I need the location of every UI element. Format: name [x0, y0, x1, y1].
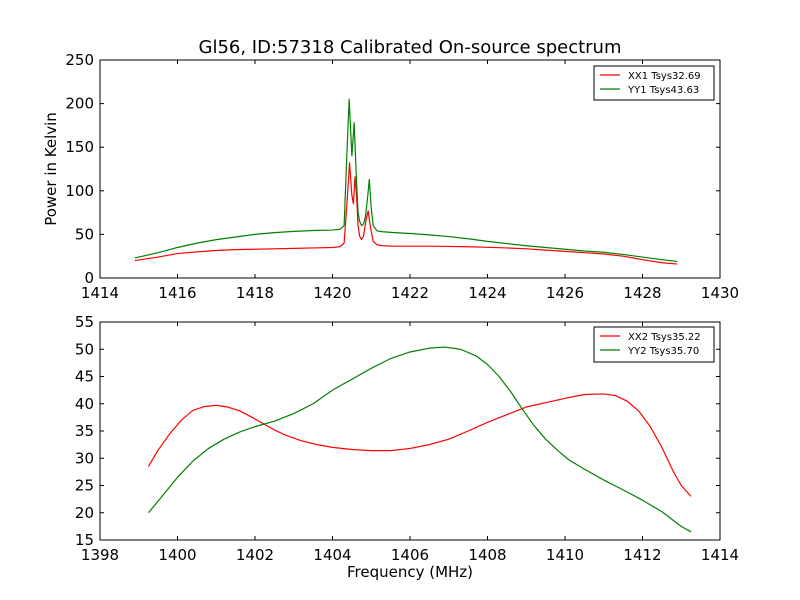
x-tick-label: 1430: [701, 284, 739, 302]
x-tick-label: 1408: [468, 546, 506, 564]
y-tick-label: 200: [65, 95, 94, 113]
x-tick-label: 1414: [81, 284, 119, 302]
x-tick-label: 1410: [546, 546, 584, 564]
series-line-xx2: [147, 393, 692, 497]
y-tick-label: 25: [75, 477, 94, 495]
legend-box: [593, 65, 715, 101]
legend: XX1 Tsys32.69 YY1 Tsys43.63: [593, 65, 715, 101]
chart-title: Gl56, ID:57318 Calibrated On-source spec…: [199, 37, 622, 58]
y-tick-label: 20: [75, 504, 94, 522]
legend-label: XX1 Tsys32.69: [628, 71, 701, 82]
x-tick-label: 1414: [701, 546, 739, 564]
y-tick-label: 150: [65, 138, 94, 156]
x-tick-label: 1406: [391, 546, 429, 564]
x-tick-label: 1404: [313, 546, 351, 564]
y-tick-label: 50: [75, 340, 94, 358]
x-tick-label: 1424: [468, 284, 506, 302]
y-tick-label: 35: [75, 422, 94, 440]
bottom-plot: 1398 1400 1402 1404 1406 1408 1410 1412 1414 15 20…: [75, 313, 739, 581]
y-tick-label: 40: [75, 395, 94, 413]
y-tick-label: 100: [65, 182, 94, 200]
x-tick-label: 1422: [391, 284, 429, 302]
y-tick-label: 250: [65, 51, 94, 69]
y-tick-label: 45: [75, 368, 94, 386]
legend-box: [593, 326, 715, 363]
x-tick-label: 1400: [158, 546, 196, 564]
x-tick-label: 1418: [236, 284, 274, 302]
legend-label: YY2 Tsys35.70: [627, 346, 699, 357]
legend-label: XX2 Tsys35.22: [628, 332, 701, 343]
x-tick-label: 1398: [81, 546, 119, 564]
y-tick-label: 0: [84, 269, 94, 287]
y-tick-label: 50: [75, 225, 94, 243]
y-tick-label: 30: [75, 449, 94, 467]
series-line-xx1: [134, 162, 678, 265]
x-tick-label: 1428: [623, 284, 661, 302]
x-tick-label: 1420: [313, 284, 351, 302]
x-tick-label: 1402: [236, 546, 274, 564]
legend-label: YY1 Tsys43.63: [627, 85, 699, 96]
legend: XX2 Tsys35.22 YY2 Tsys35.70: [593, 326, 715, 363]
x-tick-label: 1416: [158, 284, 196, 302]
series-line-yy2: [147, 346, 692, 533]
y-tick-label: 55: [75, 313, 94, 331]
top-plot: 1414 1416 1418 1420 1422 1424 1426 1428 1430 0 50 1…: [42, 51, 739, 302]
x-tick-label: 1426: [546, 284, 584, 302]
x-tick-label: 1412: [623, 546, 661, 564]
series-line-yy1: [134, 98, 678, 263]
y-tick-label: 15: [75, 531, 94, 549]
x-axis-label: Frequency (MHz): [347, 563, 473, 581]
y-axis-label: Power in Kelvin: [42, 112, 60, 226]
